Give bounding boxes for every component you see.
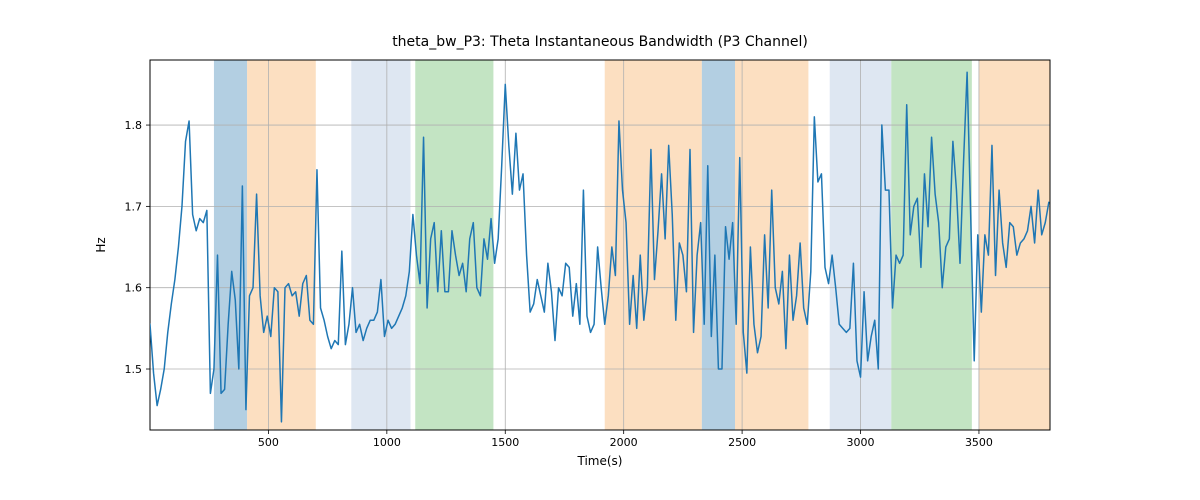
background-bands (214, 60, 1050, 430)
x-axis-label: Time(s) (577, 454, 623, 468)
x-tick-label: 3500 (965, 436, 993, 449)
chart-title: theta_bw_P3: Theta Instantaneous Bandwid… (392, 34, 808, 50)
y-tick-label: 1.5 (125, 363, 143, 376)
y-tick-label: 1.8 (125, 119, 143, 132)
x-tick-label: 2000 (610, 436, 638, 449)
shaded-region (351, 60, 410, 430)
x-tick-label: 3000 (847, 436, 875, 449)
y-axis-label: Hz (94, 237, 108, 252)
y-tick-label: 1.7 (125, 200, 143, 213)
shaded-region (247, 60, 316, 430)
line-chart: 500 1000 1500 2000 2500 3000 3500 1.5 1.6 1.7 1.8… (0, 0, 1200, 500)
shaded-region (735, 60, 808, 430)
x-tick-label: 500 (258, 436, 279, 449)
x-ticks: 500 1000 1500 2000 2500 3000 3500 (258, 430, 993, 449)
y-tick-label: 1.6 (125, 282, 143, 295)
shaded-region (214, 60, 247, 430)
x-tick-label: 1000 (373, 436, 401, 449)
x-tick-label: 2500 (728, 436, 756, 449)
chart-container: 500 1000 1500 2000 2500 3000 3500 1.5 1.6 1.7 1.8… (0, 0, 1200, 500)
x-tick-label: 1500 (491, 436, 519, 449)
shaded-region (979, 60, 1050, 430)
y-ticks: 1.5 1.6 1.7 1.8 (125, 119, 151, 376)
